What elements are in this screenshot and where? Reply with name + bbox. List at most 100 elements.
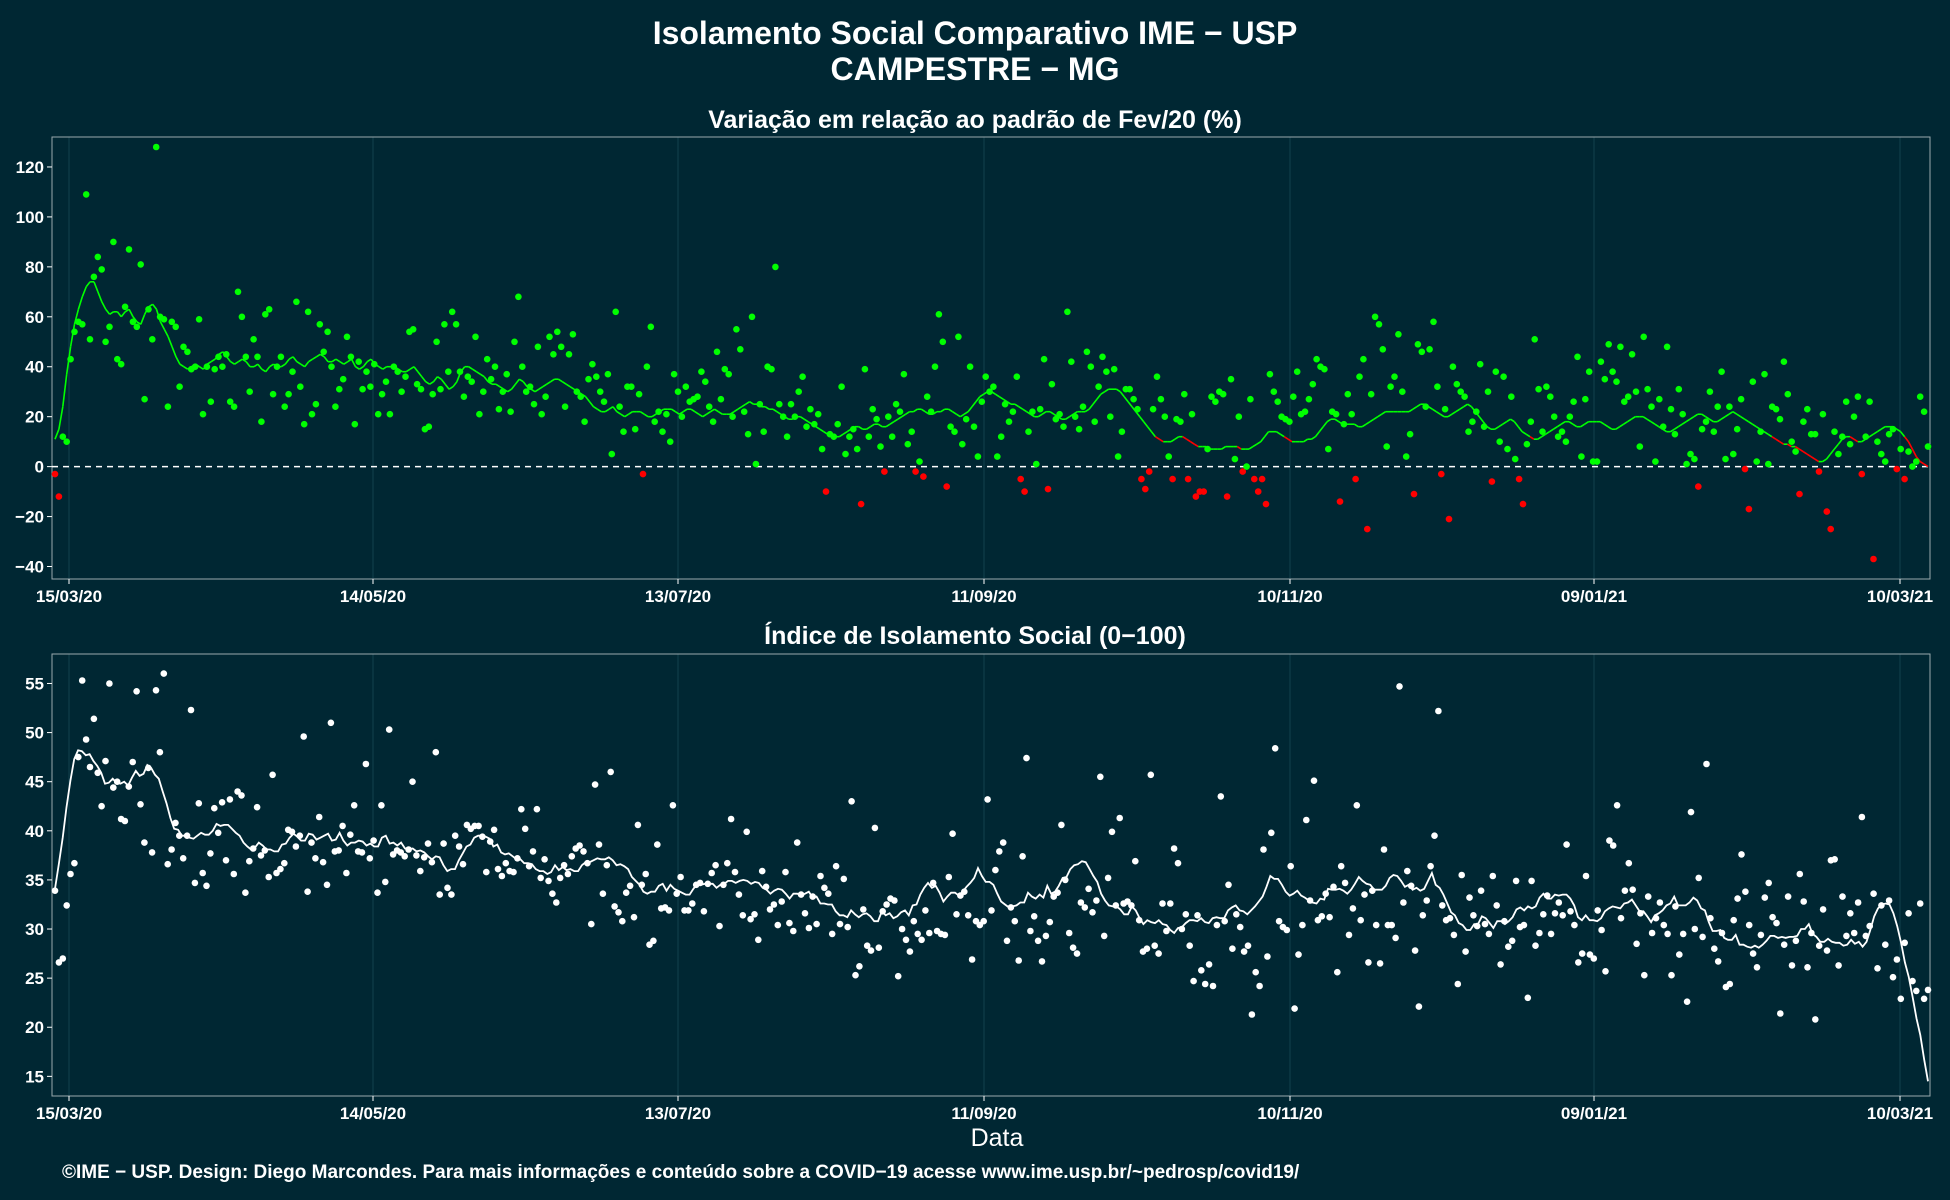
data-point bbox=[1336, 498, 1344, 505]
moving-average-segment bbox=[253, 363, 259, 368]
data-point bbox=[1406, 430, 1414, 438]
data-point bbox=[694, 393, 701, 401]
data-point bbox=[1268, 829, 1275, 837]
data-point bbox=[355, 358, 363, 366]
data-point bbox=[222, 857, 230, 864]
data-point bbox=[1753, 964, 1761, 971]
data-point bbox=[634, 821, 642, 829]
data-point bbox=[1103, 368, 1110, 376]
data-point bbox=[78, 677, 86, 684]
data-point bbox=[1079, 403, 1087, 411]
moving-average-segment bbox=[417, 371, 423, 378]
moving-average-segment bbox=[1365, 421, 1371, 425]
moving-average-segment bbox=[1182, 436, 1188, 440]
data-point bbox=[1155, 950, 1162, 957]
moving-average-segment bbox=[534, 388, 540, 393]
moving-average-segment bbox=[620, 413, 626, 418]
data-point bbox=[219, 363, 226, 371]
data-point bbox=[308, 839, 315, 846]
data-point bbox=[1387, 383, 1394, 391]
data-point bbox=[779, 413, 787, 421]
data-point bbox=[1044, 485, 1052, 493]
data-point bbox=[1765, 879, 1772, 887]
data-point bbox=[573, 388, 581, 396]
data-point bbox=[1519, 500, 1527, 508]
moving-average-segment bbox=[1549, 428, 1554, 433]
data-point bbox=[1446, 914, 1454, 922]
data-point bbox=[1511, 455, 1519, 463]
data-point bbox=[647, 323, 655, 331]
moving-average-segment bbox=[1919, 460, 1925, 465]
moving-average-segment bbox=[1767, 433, 1773, 438]
moving-average-segment bbox=[1880, 426, 1886, 430]
data-point bbox=[935, 311, 943, 318]
data-point bbox=[230, 403, 238, 411]
panel1-title: Variação em relação ao padrão de Fev/20 … bbox=[708, 106, 1242, 134]
moving-average-segment bbox=[893, 418, 899, 423]
moving-average-segment bbox=[1135, 411, 1141, 418]
moving-average-segment bbox=[1728, 411, 1734, 415]
moving-average-segment bbox=[1763, 431, 1769, 435]
data-point bbox=[448, 891, 455, 898]
data-point bbox=[1258, 475, 1266, 483]
data-point bbox=[1301, 408, 1309, 416]
data-point bbox=[1633, 940, 1640, 948]
data-point bbox=[1260, 846, 1267, 853]
moving-average-segment bbox=[1822, 458, 1827, 463]
data-point bbox=[110, 238, 117, 246]
moving-average-segment bbox=[1150, 431, 1157, 438]
data-point bbox=[1069, 944, 1077, 951]
moving-average-segment bbox=[714, 408, 719, 413]
data-point bbox=[1819, 410, 1827, 418]
moving-average-segment bbox=[1326, 418, 1332, 423]
moving-average-segment bbox=[1303, 438, 1309, 443]
data-point bbox=[1772, 405, 1780, 413]
data-point bbox=[620, 428, 627, 436]
data-point bbox=[1262, 500, 1270, 508]
data-point bbox=[315, 813, 323, 821]
data-point bbox=[296, 832, 304, 839]
data-point bbox=[1404, 867, 1411, 875]
data-point bbox=[1866, 922, 1873, 930]
data-point bbox=[980, 917, 987, 925]
panel2-xtick-label: 10/11/20 bbox=[1257, 1104, 1322, 1123]
data-point bbox=[1804, 964, 1811, 971]
data-point bbox=[1920, 408, 1928, 416]
moving-average-segment bbox=[413, 366, 419, 373]
data-point bbox=[94, 253, 102, 261]
moving-average-segment bbox=[331, 358, 337, 363]
data-point bbox=[1165, 453, 1172, 460]
data-point bbox=[1870, 890, 1877, 897]
data-point bbox=[211, 804, 218, 812]
data-point bbox=[452, 321, 460, 328]
moving-average-segment bbox=[382, 366, 388, 370]
moving-average-segment bbox=[889, 421, 895, 425]
moving-average-segment bbox=[1517, 426, 1523, 433]
data-point bbox=[1438, 470, 1445, 478]
data-point bbox=[840, 875, 848, 883]
data-point bbox=[1194, 912, 1201, 919]
data-point bbox=[441, 321, 448, 328]
data-point bbox=[1606, 837, 1613, 844]
data-point bbox=[1637, 910, 1644, 917]
data-point bbox=[818, 445, 826, 453]
data-point bbox=[1909, 977, 1916, 985]
moving-average-segment bbox=[1853, 438, 1859, 443]
data-point bbox=[1251, 475, 1258, 483]
moving-average-segment bbox=[1751, 423, 1757, 428]
moving-average-segment bbox=[77, 296, 84, 310]
moving-average-segment bbox=[234, 361, 239, 365]
data-point bbox=[1738, 851, 1745, 858]
data-point bbox=[1293, 368, 1301, 376]
data-point bbox=[1585, 368, 1593, 376]
moving-average-segment bbox=[924, 411, 930, 415]
data-point bbox=[898, 925, 906, 933]
data-point bbox=[1679, 410, 1686, 418]
data-point bbox=[1465, 428, 1472, 436]
moving-average-segment bbox=[1748, 421, 1753, 425]
data-point bbox=[468, 378, 476, 386]
data-point bbox=[1644, 893, 1652, 900]
moving-average-segment bbox=[920, 408, 926, 413]
moving-average-segment bbox=[1775, 438, 1781, 443]
data-point bbox=[1299, 921, 1306, 929]
